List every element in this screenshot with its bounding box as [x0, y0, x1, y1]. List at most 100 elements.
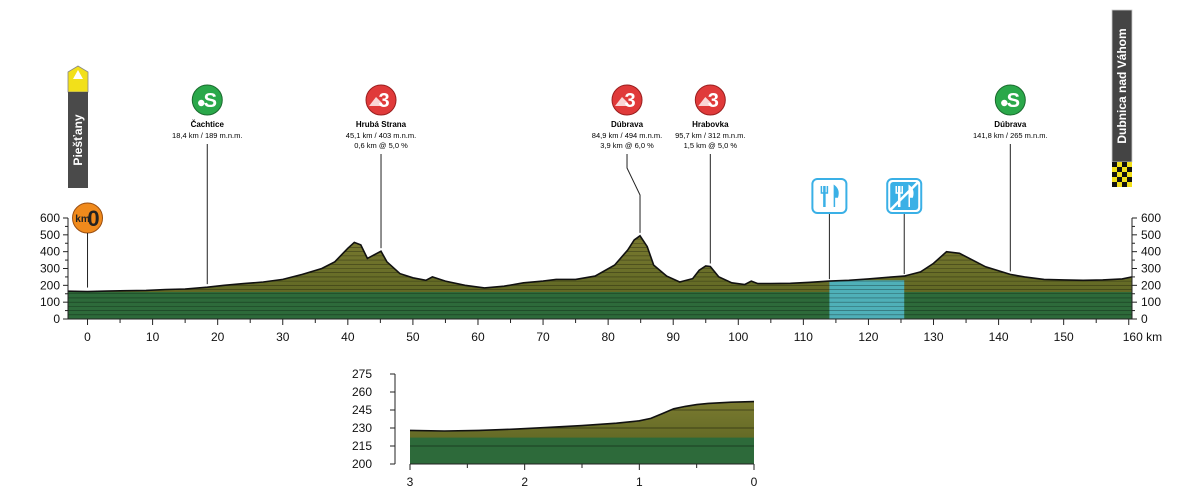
finish-checker-cell [1122, 182, 1127, 187]
feed-icon-frame [811, 178, 848, 214]
feed-zone-icon [811, 178, 848, 214]
climb-icon-disc [694, 84, 726, 116]
inset-x-tick-label: 3 [407, 475, 414, 489]
inset-x-tick-label: 2 [521, 475, 528, 489]
y-tick-label-right: 0 [1141, 312, 1148, 326]
sprint-icon-dot [198, 99, 205, 107]
sprint-icon-letter: S [204, 90, 217, 112]
x-tick-label: 30 [276, 330, 290, 344]
finish-checker-cell [1112, 182, 1117, 187]
x-tick-label: 130 [924, 330, 944, 344]
waypoint-info: 3,9 km @ 6,0 % [600, 141, 654, 150]
climb-icon-number: 3 [378, 90, 389, 112]
x-tick-label: 50 [406, 330, 420, 344]
fork-tines [820, 186, 829, 194]
sky-mask [68, 178, 1132, 292]
waypoint-info: 84,9 km / 494 m.n.m. [592, 131, 662, 140]
inset-base-band [410, 437, 754, 464]
waypoint-name: Dúbrava [611, 120, 644, 129]
y-tick-label-right: 600 [1141, 211, 1161, 225]
x-tick-label: 40 [341, 330, 355, 344]
climb-icon-mountain [698, 97, 714, 106]
waypoint-info: 45,1 km / 403 m.n.m. [346, 131, 416, 140]
finish-checker-cell [1127, 177, 1132, 182]
climb-icon-disc [365, 84, 397, 116]
profile-line [67, 234, 1133, 293]
finish-checker-cell [1127, 172, 1132, 177]
y-tick-label-left: 600 [40, 211, 60, 225]
sprint-icon-dot [1001, 99, 1008, 107]
fork-tines [895, 186, 903, 194]
finish-flag: Dubnica nad Váhom [1111, 9, 1133, 187]
km0-icon-text: km [75, 214, 90, 225]
climb-icon-mountain [369, 97, 385, 106]
waypoint-info: 1,5 km @ 5,0 % [684, 141, 738, 150]
cross-slash [889, 181, 920, 211]
inset-x-tick-label: 0 [751, 475, 758, 489]
x-tick-label: 140 [989, 330, 1009, 344]
waypoint-info: 95,7 km / 312 m.n.m. [675, 131, 745, 140]
x-tick-label: 120 [858, 330, 878, 344]
inset-y-tick-label: 260 [352, 385, 372, 399]
inset-y-tick-label: 245 [352, 403, 372, 417]
y-tick-label-left: 0 [53, 312, 60, 326]
climb-cat3-icon: 3 [365, 84, 397, 116]
finish-checker-cell [1117, 172, 1122, 177]
inset-sky-mask [410, 369, 754, 431]
start-flag-pole [68, 92, 88, 188]
climb-cat3-icon: 3 [694, 84, 726, 116]
knife-shape [833, 184, 839, 207]
start-flag: Piešťany [67, 65, 89, 188]
x-tick-label: 100 [728, 330, 748, 344]
climb-icon-mountain [615, 97, 631, 106]
finish-inset-profile: 200 215 230 245 260 275 3 2 1 0 [352, 367, 758, 489]
finish-checker-cell [1122, 162, 1127, 167]
finish-checker-cell [1112, 162, 1117, 167]
x-tick-label: 60 [471, 330, 485, 344]
finish-checker-cell [1122, 172, 1127, 177]
sprint-icon-disc [191, 84, 223, 116]
finish-checker-cell [1117, 177, 1122, 182]
x-tick-label: 10 [146, 330, 160, 344]
x-tick-label: 150 [1054, 330, 1074, 344]
finish-checker-cell [1122, 177, 1127, 182]
sprint-icon-letter: S [1007, 90, 1020, 112]
finish-checker-cell [1117, 182, 1122, 187]
y-tick-label-left: 500 [40, 228, 60, 242]
start-arrow-icon [73, 70, 83, 79]
inset-y-tick-label: 275 [352, 367, 372, 381]
y-tick-label-left: 200 [40, 278, 60, 292]
waypoint-info: 141,8 km / 265 m.n.m. [973, 131, 1048, 140]
waypoint-name: Hrabovka [692, 120, 729, 129]
x-tick-label: 80 [601, 330, 615, 344]
finish-checker-cell [1117, 167, 1122, 172]
climb-icon-number: 3 [708, 90, 719, 112]
inset-y-tick-label: 230 [352, 421, 372, 435]
finish-checker-cell [1117, 162, 1122, 167]
km0-icon: km0 [72, 202, 104, 234]
waypoint-name: Čachtice [191, 120, 225, 129]
climb-icon-number: 3 [624, 90, 635, 112]
inset-y-tick-label: 215 [352, 439, 372, 453]
x-tick-label: 160 km [1123, 330, 1162, 344]
finish-checker-cell [1112, 172, 1117, 177]
inset-y-tick-label: 200 [352, 457, 372, 471]
start-town-label: Piešťany [71, 114, 85, 165]
y-tick-label-right: 200 [1141, 278, 1161, 292]
y-tick-label-left: 300 [40, 262, 60, 276]
y-tick-label-right: 400 [1141, 245, 1161, 259]
sprint-icon: S [994, 84, 1026, 116]
finish-checker-cell [1112, 177, 1117, 182]
km0-icon-zero: 0 [87, 206, 99, 231]
finish-town-label: Dubnica nad Váhom [1115, 28, 1129, 143]
y-tick-label-right: 500 [1141, 228, 1161, 242]
y-tick-label-right: 300 [1141, 262, 1161, 276]
waypoint-leader [626, 154, 641, 233]
inset-profile-line [409, 400, 755, 432]
feed-zone-band [829, 280, 905, 319]
sprint-icon: S [191, 84, 223, 116]
y-tick-label-left: 100 [40, 295, 60, 309]
x-tick-label: 0 [84, 330, 91, 344]
